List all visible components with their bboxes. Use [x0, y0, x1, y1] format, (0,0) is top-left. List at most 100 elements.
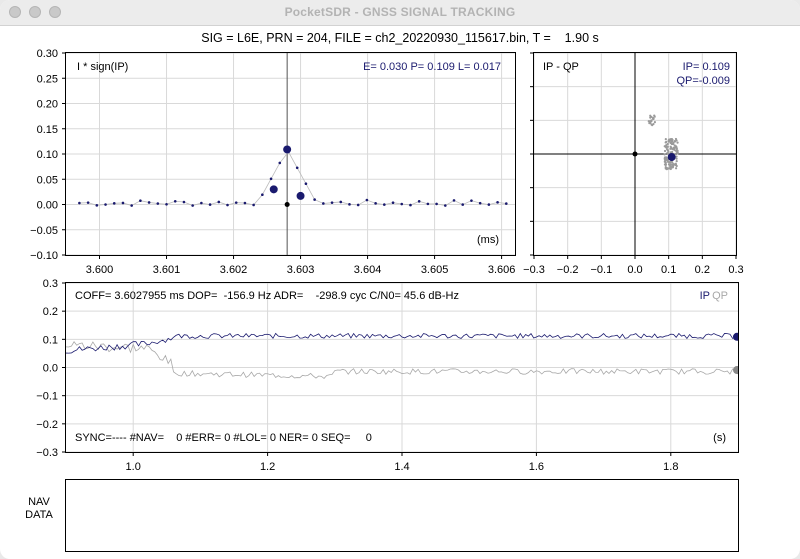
x-tick-label: 3.604: [354, 264, 382, 276]
iq-sample: [676, 149, 679, 152]
correlation-sample: [374, 202, 377, 205]
correlation-sample: [426, 202, 430, 206]
iq-sample: [653, 121, 656, 124]
iq-sample: [667, 139, 670, 142]
elp-readout: E= 0.030 P= 0.109 L= 0.017: [363, 61, 501, 73]
window-title: PocketSDR - GNSS SIGNAL TRACKING: [284, 5, 516, 19]
correlation-sample: [400, 202, 404, 206]
iq-x-tick-label: 0.0: [627, 264, 642, 276]
correlator-canvas: [66, 53, 515, 255]
correlation-sample: [435, 202, 438, 206]
x-tick-label: 3.602: [220, 264, 248, 276]
ip-series-line: [66, 332, 738, 354]
iq-sample: [675, 164, 678, 168]
correlation-sample: [104, 203, 107, 206]
iq-sample: [671, 166, 675, 169]
iq-sample: [653, 115, 656, 118]
iq-sample: [666, 160, 670, 163]
y-tick-label: 0.00: [37, 200, 58, 212]
iq-sample: [664, 163, 667, 166]
correlation-sample: [391, 201, 395, 204]
close-window-button[interactable]: [9, 6, 21, 18]
iq-sample: [675, 160, 678, 163]
iq-sample: [674, 149, 677, 152]
time-y-tick-label: −0.2: [36, 419, 58, 431]
time-y-tick-label: 0.3: [43, 278, 58, 290]
y-tick-label: 0.10: [37, 149, 58, 161]
qp-readout: QP=-0.009: [676, 75, 730, 87]
iq-sample: [671, 163, 674, 166]
iq-sample: [666, 152, 669, 155]
correlation-sample: [261, 193, 264, 197]
time-x-tick-label: 1.6: [529, 461, 544, 473]
correlation-sample: [217, 200, 221, 204]
iq-sample: [664, 165, 667, 169]
correlation-sample: [208, 203, 212, 206]
iq-origin-point: [632, 151, 638, 157]
y-tick-label: 0.05: [37, 174, 58, 186]
correlation-sample: [156, 202, 160, 205]
correlation-sample: [356, 203, 360, 207]
correlation-sample: [496, 201, 499, 204]
iq-sample: [673, 140, 676, 143]
iq-x-tick-label: −0.3: [523, 264, 545, 276]
time-x-tick-label: 1.2: [260, 461, 275, 473]
ip-latest-point: [733, 332, 738, 341]
correlation-sample: [313, 198, 316, 201]
time-y-tick-label: −0.3: [36, 447, 58, 459]
correlation-sample: [139, 199, 142, 202]
iq-sample: [671, 148, 674, 151]
time-y-tick-label: −0.1: [36, 391, 58, 403]
iq-sample: [665, 167, 668, 171]
nav-data-label: NAV DATA: [14, 496, 64, 522]
correlation-sample: [444, 204, 447, 207]
iq-x-tick-label: −0.2: [557, 264, 579, 276]
iq-sample: [669, 163, 672, 166]
correlation-sample: [234, 201, 238, 204]
correlation-sample: [504, 202, 508, 205]
time-x-tick-label: 1.8: [663, 461, 678, 473]
iq-sample: [674, 167, 678, 170]
minimize-window-button[interactable]: [29, 6, 41, 18]
iq-sample: [676, 141, 679, 144]
iq-sample: [672, 142, 675, 146]
correlation-sample: [487, 203, 491, 206]
iq-sample: [649, 114, 652, 117]
iq-sample: [665, 140, 668, 144]
correlation-sample: [409, 203, 412, 207]
iq-sample: [676, 152, 679, 155]
iq-x-tick-label: −0.1: [590, 264, 612, 276]
correlation-sample: [295, 166, 299, 170]
correlation-sample: [182, 200, 186, 204]
iq-x-tick-label: 0.1: [661, 264, 676, 276]
correlation-sample: [252, 203, 255, 207]
ip-readout: IP= 0.109: [682, 61, 730, 73]
correlator-label: I * sign(IP): [77, 61, 129, 73]
prompt-zero-point: [284, 202, 290, 207]
correlation-sample: [243, 201, 247, 205]
correlation-sample: [278, 161, 282, 165]
time-x-tick-label: 1.0: [126, 461, 141, 473]
correlation-sample: [452, 199, 456, 202]
qp-latest-point: [733, 366, 738, 375]
y-tick-label: 0.25: [37, 73, 58, 85]
correlation-sample: [165, 202, 168, 206]
correlation-sample: [461, 203, 465, 206]
correlation-sample: [470, 199, 473, 202]
legend-qp: QP: [712, 290, 728, 302]
correlation-sample: [365, 198, 369, 202]
nav-data-label-line1: NAV: [28, 496, 50, 508]
x-tick-label: 3.606: [488, 264, 516, 276]
correlation-sample: [339, 200, 343, 204]
iq-sample: [669, 147, 672, 150]
zoom-window-button[interactable]: [49, 6, 61, 18]
title-bar: PocketSDR - GNSS SIGNAL TRACKING: [0, 0, 800, 26]
correlation-sample: [95, 204, 99, 207]
y-tick-label: 0.20: [37, 99, 58, 111]
nav-data-label-line2: DATA: [25, 509, 53, 521]
iq-sample: [669, 141, 672, 145]
y-tick-label: 0.30: [37, 48, 58, 60]
iq-sample: [670, 139, 673, 142]
iq-sample: [665, 146, 668, 149]
